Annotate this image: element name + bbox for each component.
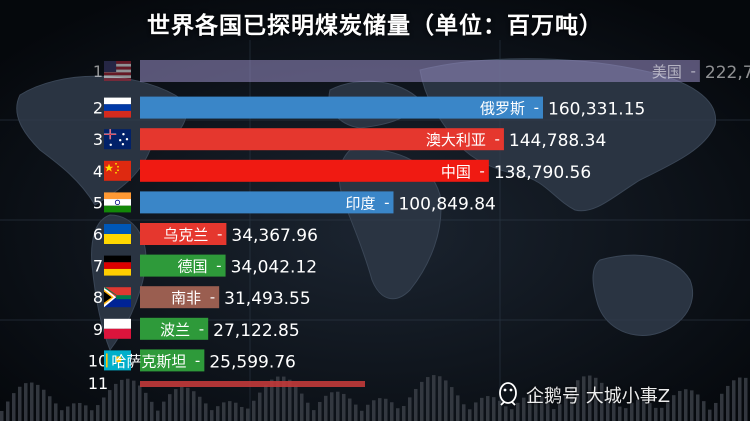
value-label: 160,331.15 [548, 100, 645, 120]
australia-flag-icon [104, 129, 131, 150]
south-africa-flag-icon [104, 287, 131, 308]
category-label: 美国 [652, 63, 682, 81]
rank-label: 10 [88, 351, 108, 370]
value-label: 34,042.12 [231, 258, 318, 278]
bar-8 [140, 286, 220, 309]
rank-label: 1 [93, 62, 103, 81]
category-label: 南非 [171, 289, 201, 307]
category-label: 德国 [178, 258, 208, 276]
watermark-text: 企鹅号 大城小事Z [526, 386, 671, 407]
us-flag-icon [104, 61, 131, 81]
value-label: 31,493.55 [224, 289, 311, 309]
rank-label: 8 [93, 288, 103, 307]
value-label: 34,367.96 [231, 226, 318, 246]
rank-label: 3 [93, 130, 103, 149]
penguin-logo-icon [499, 382, 517, 406]
label-dash: - [479, 162, 484, 180]
rank-label: 6 [93, 225, 103, 244]
label-dash: - [495, 130, 500, 148]
value-label: 27,122.85 [213, 321, 300, 341]
bar-1 [140, 60, 700, 82]
category-label: 俄罗斯 [480, 100, 525, 118]
bar-6 [140, 223, 227, 245]
label-dash: - [690, 62, 695, 80]
bar-10 [140, 349, 205, 372]
germany-flag-icon [104, 255, 131, 276]
rank-label: 2 [93, 99, 103, 118]
rank-label: 4 [93, 162, 103, 181]
label-dash: - [195, 351, 200, 369]
label-dash: - [534, 99, 539, 117]
label-dash: - [199, 320, 204, 338]
bar-11 [140, 381, 365, 387]
label-dash: - [217, 225, 222, 243]
rank-label: 11 [88, 374, 108, 393]
label-dash: - [216, 257, 221, 275]
bar-3 [140, 128, 504, 151]
category-label: 乌克兰 [163, 226, 208, 244]
category-label: 印度 [345, 194, 375, 212]
chart-title: 世界各国已探明煤炭储量（单位：百万吨） [147, 13, 603, 39]
bar-4 [140, 159, 489, 182]
value-label: 222,745.37 [705, 63, 750, 83]
rank-label: 5 [93, 193, 103, 212]
ukraine-flag-icon [104, 224, 131, 244]
category-label: 波兰 [160, 321, 190, 339]
label-dash: - [210, 288, 215, 306]
rank-label: 9 [93, 320, 103, 339]
bar-7 [140, 254, 226, 277]
poland-flag-icon [104, 318, 131, 339]
bar-9 [140, 317, 209, 340]
kazakhstan-flag-icon [104, 350, 131, 371]
value-label: 138,790.56 [494, 163, 591, 183]
category-label: 哈萨克斯坦 [111, 352, 186, 370]
category-label: 中国 [441, 163, 471, 181]
rank-label: 7 [93, 257, 103, 276]
value-label: 25,599.76 [209, 352, 296, 372]
value-label: 144,788.34 [509, 131, 606, 151]
bar-2 [140, 96, 543, 119]
china-flag-icon [104, 160, 131, 181]
label-dash: - [384, 193, 389, 211]
russia-flag-icon [104, 97, 131, 118]
india-flag-icon [104, 192, 131, 213]
bar-5 [140, 191, 394, 214]
value-label: 100,849.84 [398, 194, 495, 214]
category-label: 澳大利亚 [426, 131, 486, 149]
